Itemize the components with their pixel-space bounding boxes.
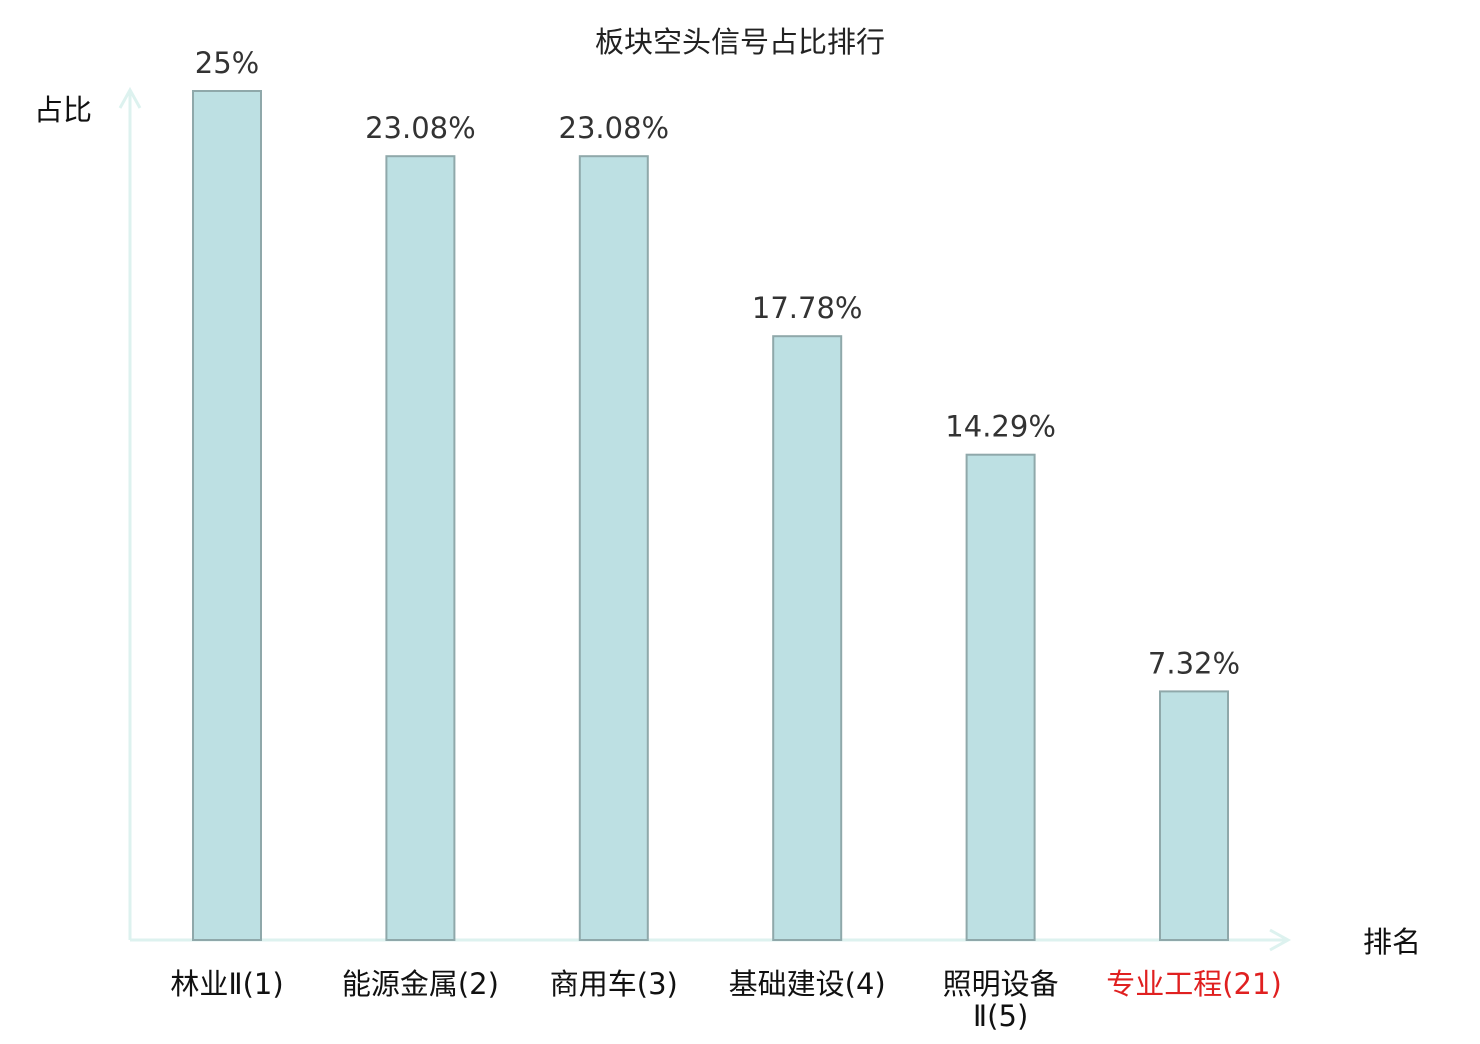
category-label: 照明设备: [943, 967, 1059, 1001]
value-label: 25%: [195, 46, 259, 80]
category-label-line2: Ⅱ(5): [973, 999, 1028, 1033]
value-label: 7.32%: [1148, 646, 1240, 680]
bar: [1159, 690, 1229, 942]
value-label: 14.29%: [945, 410, 1056, 444]
value-label: 23.08%: [559, 111, 670, 145]
bar: [578, 155, 649, 941]
value-labels-group: 25% 23.08% 23.08% 17.78% 14.29% 7.32%: [195, 46, 1240, 680]
bars-group: [192, 90, 1229, 942]
value-label: 23.08%: [365, 111, 476, 145]
value-label: 17.78%: [752, 291, 863, 325]
category-label: 基础建设(4): [729, 967, 886, 1001]
category-label: 能源金属(2): [342, 967, 499, 1001]
axes: [118, 86, 1292, 952]
bar: [192, 90, 262, 941]
bar: [772, 335, 843, 941]
category-label: 专业工程(21): [1106, 967, 1282, 1001]
bar: [965, 453, 1036, 941]
category-label: 林业Ⅱ(1): [170, 967, 283, 1001]
category-label: 商用车(3): [550, 967, 678, 1001]
x-axis-arrow: [1269, 928, 1292, 952]
bar: [385, 155, 456, 941]
chart-title: 板块空头信号占比排行: [595, 25, 885, 59]
y-axis-arrow: [118, 86, 142, 109]
x-axis-label: 排名: [1363, 925, 1421, 959]
y-axis-label: 占比: [34, 93, 92, 127]
